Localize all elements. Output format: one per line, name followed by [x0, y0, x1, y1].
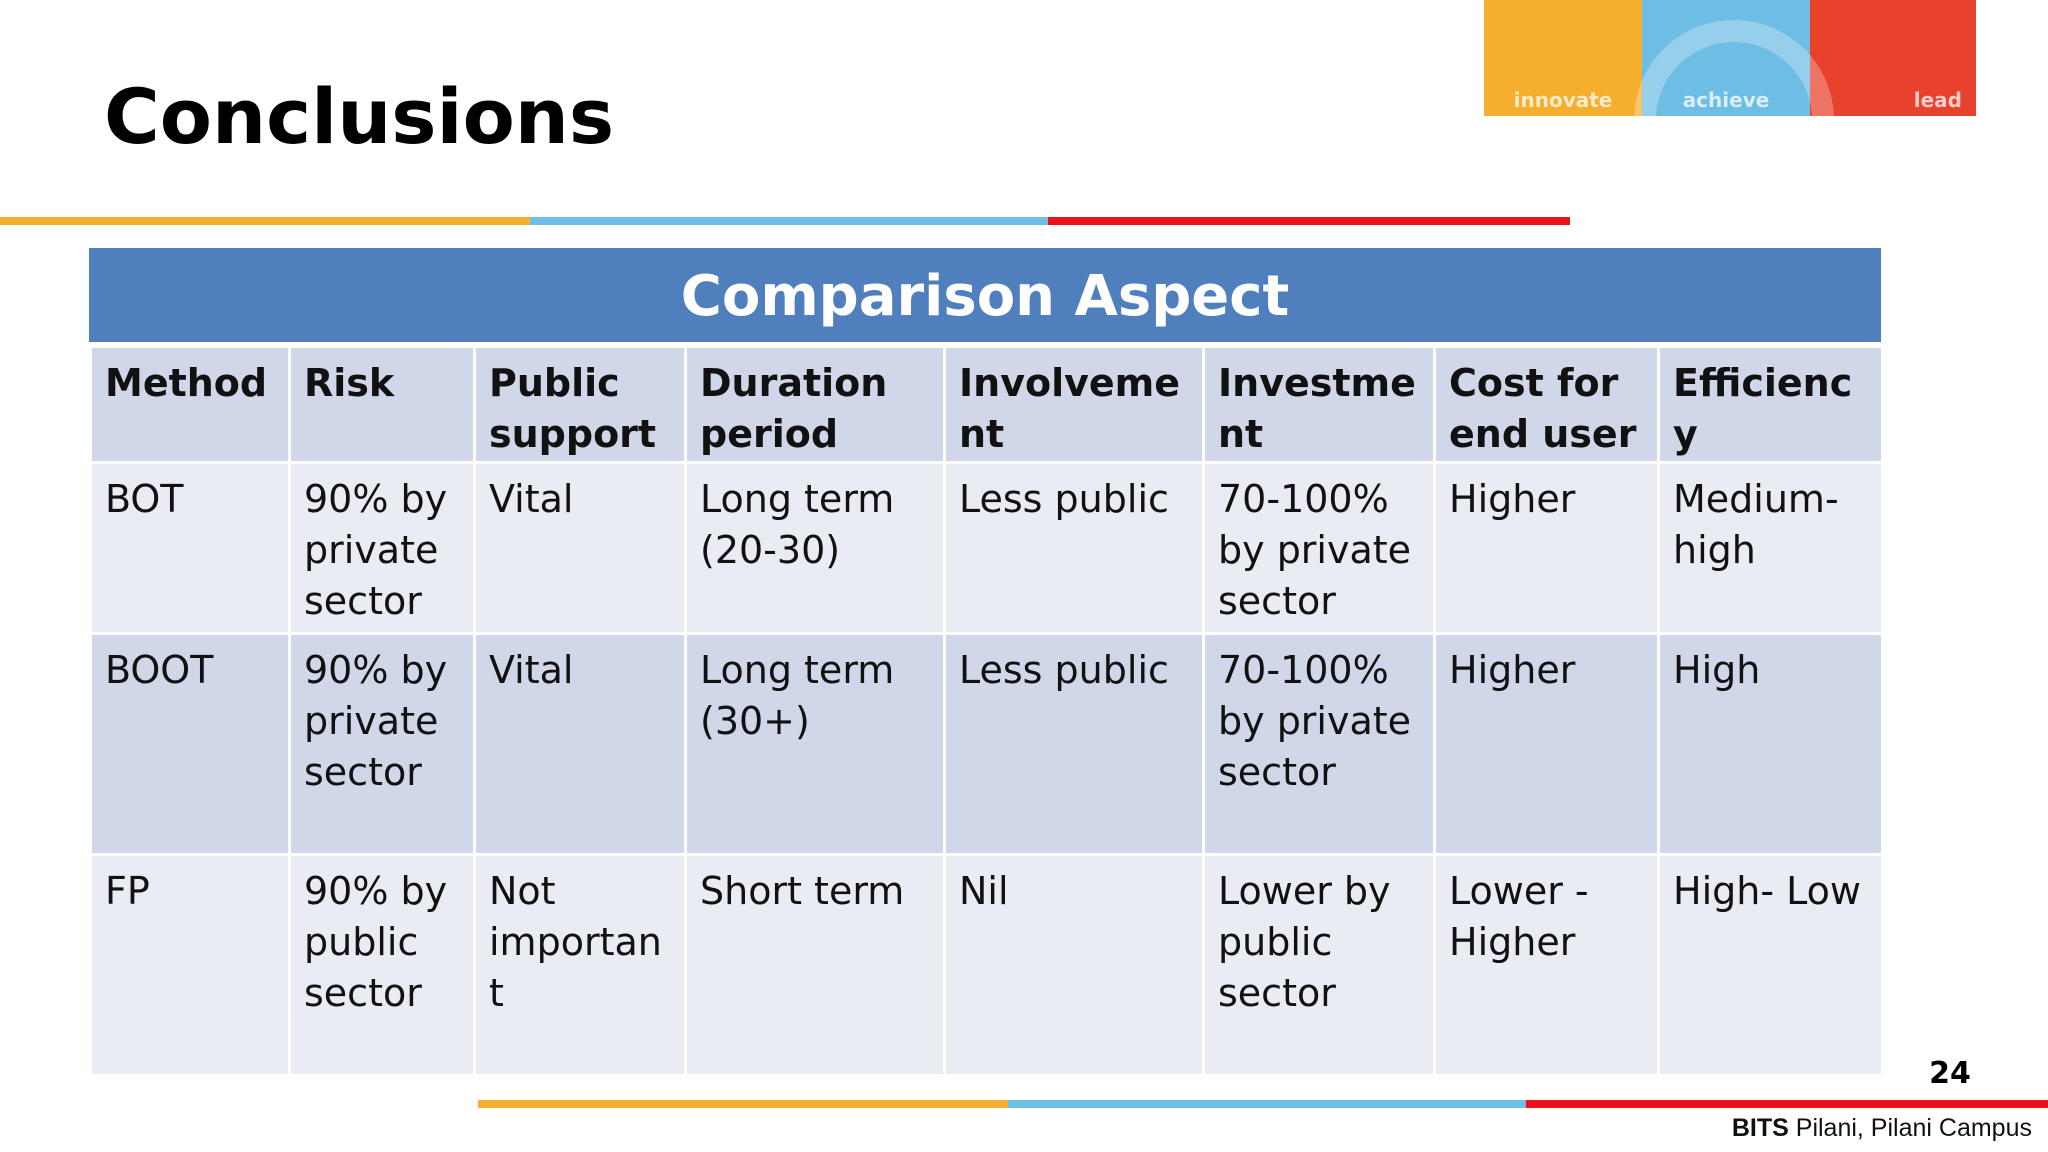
table-cell: Less public — [943, 461, 1205, 635]
logo-word-achieve: achieve — [1682, 88, 1770, 112]
header-cost-for-end-user: Cost for end user — [1433, 345, 1660, 464]
table-cell: Vital — [473, 461, 687, 635]
table-cell: Not important — [473, 853, 687, 1077]
table-cell: Lower by public sector — [1202, 853, 1436, 1077]
page-number: 24 — [1929, 1056, 1971, 1091]
table-cell: Higher — [1433, 632, 1660, 856]
top-color-stripe — [0, 217, 1570, 225]
comparison-table: Comparison Aspect Method Risk Public sup… — [89, 248, 1884, 1077]
logo-word-lead: lead — [1913, 88, 1962, 112]
table-cell: 90% by public sector — [288, 853, 476, 1077]
footer-campus-text: Pilani, Pilani Campus — [1788, 1114, 2032, 1142]
table-cell: Lower - Higher — [1433, 853, 1660, 1077]
logo-segment-innovate: innovate — [1484, 0, 1642, 116]
header-public-support: Public support — [473, 345, 687, 464]
table-cell: Medium-high — [1657, 461, 1884, 635]
logo-word-innovate: innovate — [1513, 88, 1613, 112]
table-cell: Less public — [943, 632, 1205, 856]
table-row: BOOT 90% by private sector Vital Long te… — [89, 632, 1884, 856]
header-involvement: Involvement — [943, 345, 1205, 464]
table-row: BOT 90% by private sector Vital Long ter… — [89, 461, 1884, 635]
table-cell: 70-100% by private sector — [1202, 632, 1436, 856]
table-cell: Long term (30+) — [684, 632, 946, 856]
logo-segment-lead: lead — [1810, 0, 1976, 116]
bottom-color-stripe — [478, 1100, 2048, 1108]
table-cell: Nil — [943, 853, 1205, 1077]
table-cell: Short term — [684, 853, 946, 1077]
header-duration-period: Duration period — [684, 345, 946, 464]
table-cell: Long term (20-30) — [684, 461, 946, 635]
table-cell: 90% by private sector — [288, 461, 476, 635]
table-header-row: Method Risk Public support Duration peri… — [89, 345, 1884, 464]
table-cell: 70-100% by private sector — [1202, 461, 1436, 635]
table-cell: BOT — [89, 461, 291, 635]
bits-logo: innovate achieve lead — [1484, 0, 1976, 116]
footer-brand: BITS — [1731, 1114, 1789, 1142]
table-cell: BOOT — [89, 632, 291, 856]
slide-title: Conclusions — [104, 72, 615, 161]
table-row: FP 90% by public sector Not important Sh… — [89, 853, 1884, 1077]
table-cell: 90% by private sector — [288, 632, 476, 856]
header-investment: Investment — [1202, 345, 1436, 464]
table-cell: High — [1657, 632, 1884, 856]
footer-campus-label: BITS Pilani, Pilani Campus — [1732, 1114, 2032, 1143]
table-caption: Comparison Aspect — [89, 248, 1881, 342]
header-risk: Risk — [288, 345, 476, 464]
table-cell: FP — [89, 853, 291, 1077]
table-cell: Vital — [473, 632, 687, 856]
table-cell: Higher — [1433, 461, 1660, 635]
logo-segment-achieve: achieve — [1642, 0, 1810, 116]
header-method: Method — [89, 345, 291, 464]
header-efficiency: Efficiency — [1657, 345, 1884, 464]
table-cell: High- Low — [1657, 853, 1884, 1077]
